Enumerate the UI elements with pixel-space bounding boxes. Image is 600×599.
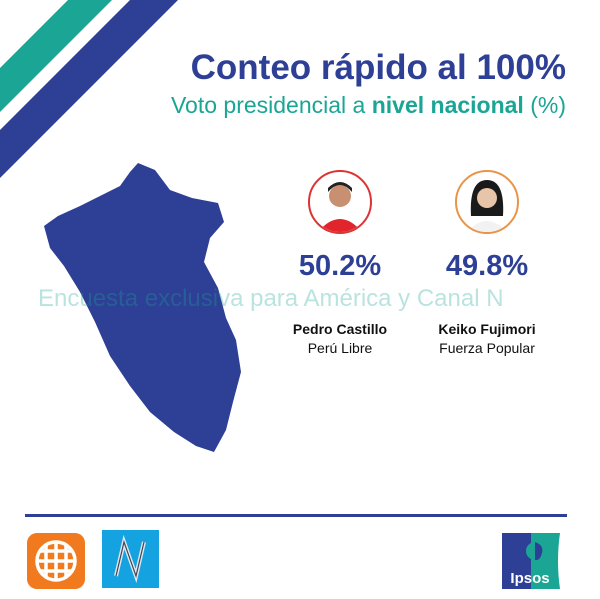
ipsos-wordmark: Ipsos (510, 570, 549, 587)
fujimori-party: Fuerza Popular (439, 340, 535, 356)
peru-map (44, 163, 241, 452)
canal-n-logo (102, 530, 159, 588)
page-title: Conteo rápido al 100% (190, 48, 566, 87)
candidate-fujimori: 49.8% Keiko Fujimori Fuerza Popular (412, 170, 562, 356)
castillo-percent: 50.2% (298, 250, 382, 282)
subtitle-bold: nivel nacional (371, 92, 524, 118)
castillo-party: Perú Libre (307, 340, 373, 356)
fujimori-name: Keiko Fujimori (438, 321, 536, 337)
divider (25, 514, 567, 517)
ipsos-logo: Ipsos (502, 533, 560, 589)
fujimori-percent: 49.8% (445, 250, 529, 282)
teal-stripe (0, 0, 112, 112)
castillo-photo (308, 170, 372, 234)
america-tv-logo (27, 533, 85, 589)
globe-icon (35, 540, 77, 582)
candidate-castillo: 50.2% Pedro Castillo Perú Libre (265, 170, 415, 356)
subtitle-suffix: (%) (523, 92, 566, 118)
navy-stripe (0, 0, 178, 178)
subtitle-text: Voto presidencial a (170, 92, 372, 118)
fujimori-photo (455, 170, 519, 234)
castillo-name: Pedro Castillo (292, 321, 388, 337)
watermark: Encuesta exclusiva para América y Canal … (38, 285, 504, 312)
page-subtitle: Voto presidencial a nivel nacional (%) (171, 92, 566, 119)
